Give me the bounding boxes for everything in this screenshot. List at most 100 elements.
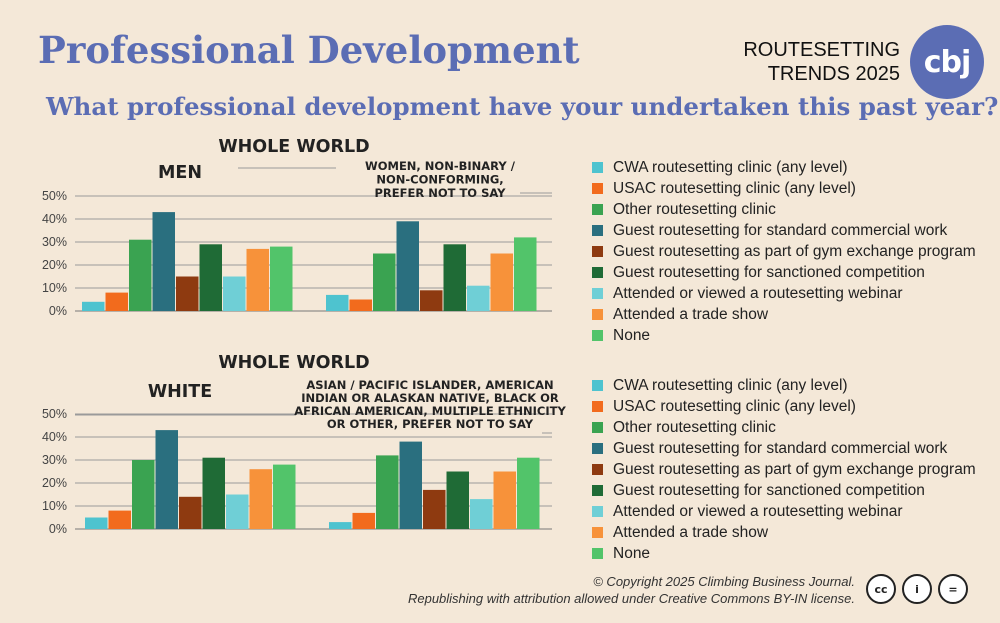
legend-item: None <box>592 325 976 346</box>
y-tick-label: 30% <box>42 235 67 249</box>
legend-label: CWA routesetting clinic (any level) <box>613 376 848 394</box>
chart-title: WHOLE WORLD <box>218 137 369 157</box>
y-tick-label: 50% <box>42 407 67 421</box>
legend-item: Other routesetting clinic <box>592 199 976 220</box>
page-subtitle: What professional development have your … <box>46 92 999 121</box>
bar <box>467 285 490 311</box>
legend-swatch <box>592 267 603 278</box>
legend-item: Guest routesetting for standard commerci… <box>592 438 976 459</box>
legend-item: Attended or viewed a routesetting webina… <box>592 283 976 304</box>
legend-label: Guest routesetting for sanctioned compet… <box>613 263 925 281</box>
legend-item: Guest routesetting for sanctioned compet… <box>592 480 976 501</box>
legend-swatch <box>592 548 603 559</box>
bar <box>423 489 446 529</box>
brand-label: ROUTESETTING TRENDS 2025 <box>743 38 900 86</box>
group-label-line: INDIAN OR ALASKAN NATIVE, BLACK OR <box>301 391 559 405</box>
bar <box>352 512 375 529</box>
legend-item: None <box>592 543 976 564</box>
legend-swatch <box>592 162 603 173</box>
bar <box>155 430 178 529</box>
group-label-line: PREFER NOT TO SAY <box>375 186 507 200</box>
bar <box>470 499 493 529</box>
y-tick-label: 40% <box>42 430 67 444</box>
bar <box>349 299 372 311</box>
y-tick-label: 30% <box>42 453 67 467</box>
legend-item: Attended a trade show <box>592 304 976 325</box>
legend-label: None <box>613 326 651 344</box>
legend-label: Attended a trade show <box>613 523 769 541</box>
group-label-line: NON-CONFORMING, <box>376 173 503 187</box>
bar <box>152 212 175 311</box>
y-tick-label: 10% <box>42 499 67 513</box>
bar <box>223 276 246 311</box>
legend-item: CWA routesetting clinic (any level) <box>592 375 976 396</box>
bar <box>446 471 469 529</box>
legend-label: Other routesetting clinic <box>613 200 776 218</box>
legend-swatch <box>592 204 603 215</box>
group-label-line: AFRICAN AMERICAN, MULTIPLE ETHNICITY <box>294 404 566 418</box>
legend-label: USAC routesetting clinic (any level) <box>613 179 856 197</box>
y-tick-label: 0% <box>49 522 67 536</box>
label-rule <box>75 414 296 416</box>
legend-label: Guest routesetting as part of gym exchan… <box>613 242 976 260</box>
legend-bottom: CWA routesetting clinic (any level) USAC … <box>592 375 976 564</box>
bar <box>132 460 155 529</box>
y-tick-label: 20% <box>42 258 67 272</box>
bar <box>202 457 225 529</box>
chart-title: WHOLE WORLD <box>218 353 369 373</box>
legend-swatch <box>592 380 603 391</box>
label-rule <box>238 167 336 169</box>
legend-label: Attended or viewed a routesetting webina… <box>613 284 903 302</box>
bar <box>176 276 199 311</box>
bar <box>108 510 131 529</box>
legend-item: USAC routesetting clinic (any level) <box>592 178 976 199</box>
cbj-logo: cbj <box>910 25 984 99</box>
no-derivatives-icon: = <box>938 574 968 604</box>
bar <box>326 294 349 311</box>
legend-label: Guest routesetting as part of gym exchan… <box>613 460 976 478</box>
bar <box>514 237 537 311</box>
group-label-line: OR OTHER, PREFER NOT TO SAY <box>327 417 534 431</box>
bar <box>373 253 396 311</box>
legend-swatch <box>592 183 603 194</box>
legend-swatch <box>592 288 603 299</box>
license-icons: cc i = <box>866 574 968 604</box>
legend-item: CWA routesetting clinic (any level) <box>592 157 976 178</box>
attribution-icon: i <box>902 574 932 604</box>
brand-line-1: ROUTESETTING <box>743 39 900 61</box>
legend-label: USAC routesetting clinic (any level) <box>613 397 856 415</box>
group-label-line: WOMEN, NON-BINARY / <box>365 159 516 173</box>
legend-swatch <box>592 527 603 538</box>
legend-item: Guest routesetting as part of gym exchan… <box>592 459 976 480</box>
legend-swatch <box>592 443 603 454</box>
bar <box>179 496 202 529</box>
bar <box>329 522 352 529</box>
legend-label: Other routesetting clinic <box>613 418 776 436</box>
bar <box>199 244 222 311</box>
bar <box>129 239 152 311</box>
legend-swatch <box>592 225 603 236</box>
license-text: Republishing with attribution allowed un… <box>407 591 855 606</box>
y-tick-label: 20% <box>42 476 67 490</box>
legend-swatch <box>592 422 603 433</box>
legend-swatch <box>592 330 603 341</box>
legend-label: Guest routesetting for sanctioned compet… <box>613 481 925 499</box>
bar <box>399 441 422 529</box>
legend-item: Guest routesetting as part of gym exchan… <box>592 241 976 262</box>
cc-icon: cc <box>866 574 896 604</box>
group-label: ASIAN / PACIFIC ISLANDER, AMERICAN INDIAN… <box>294 378 566 431</box>
bar <box>270 246 293 311</box>
legend-swatch <box>592 506 603 517</box>
y-tick-label: 10% <box>42 281 67 295</box>
legend-swatch <box>592 485 603 496</box>
legend-top: CWA routesetting clinic (any level) USAC … <box>592 157 976 346</box>
label-rule <box>542 432 552 434</box>
bar <box>517 457 540 529</box>
y-tick-label: 40% <box>42 212 67 226</box>
footer: © Copyright 2025 Climbing Business Journ… <box>408 573 855 607</box>
legend-swatch <box>592 246 603 257</box>
legend-item: Guest routesetting for sanctioned compet… <box>592 262 976 283</box>
legend-item: USAC routesetting clinic (any level) <box>592 396 976 417</box>
copyright-text: © Copyright 2025 Climbing Business Journ… <box>593 574 855 589</box>
